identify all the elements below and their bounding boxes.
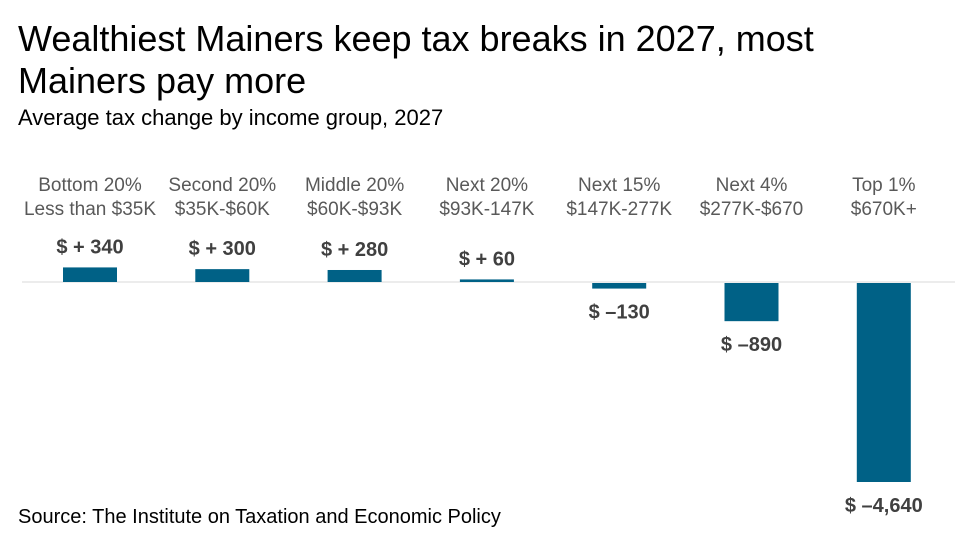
chart-title: Wealthiest Mainers keep tax breaks in 20… [18,18,814,101]
category-label: $60K-$93K [307,199,402,220]
bars-group [63,267,911,482]
category-label: Second 20% [168,175,276,196]
data-label: $ + 300 [189,238,256,260]
category-label: Next 4% [716,175,788,196]
category-label: Middle 20% [305,175,404,196]
data-label: $ –890 [721,334,782,356]
category-label: $93K-147K [439,199,534,220]
category-label: $147K-277K [566,199,672,220]
bar [327,269,382,282]
data-label: $ –4,640 [845,495,923,517]
source-note: Source: The Institute on Taxation and Ec… [18,506,501,528]
data-label: $ –130 [589,302,650,324]
category-label: Next 20% [446,175,528,196]
bar [63,267,117,282]
bar [459,279,514,282]
category-label: $670K+ [851,199,917,220]
category-label: Next 15% [578,175,660,196]
data-label: $ + 340 [56,236,123,258]
chart-subtitle: Average tax change by income group, 2027 [18,105,444,130]
bar [856,283,911,482]
category-labels-group: Bottom 20% Less than $35K Second 20% $35K-$… [24,175,917,220]
category-label: Less than $35K [24,199,156,220]
category-label: $35K-$60K [175,199,270,220]
data-label: $ + 60 [459,248,515,270]
category-label: Bottom 20% [38,175,142,196]
value-labels-group: $ + 340 $ + 300 $ + 280 $ + 60 $ –130 $ –890 $… [56,236,922,517]
data-label: $ + 280 [321,239,388,261]
category-label: Top 1% [852,175,915,196]
bar [724,283,779,322]
category-label: $277K-$670 [700,199,804,220]
bar [592,283,647,289]
bar [195,269,250,282]
